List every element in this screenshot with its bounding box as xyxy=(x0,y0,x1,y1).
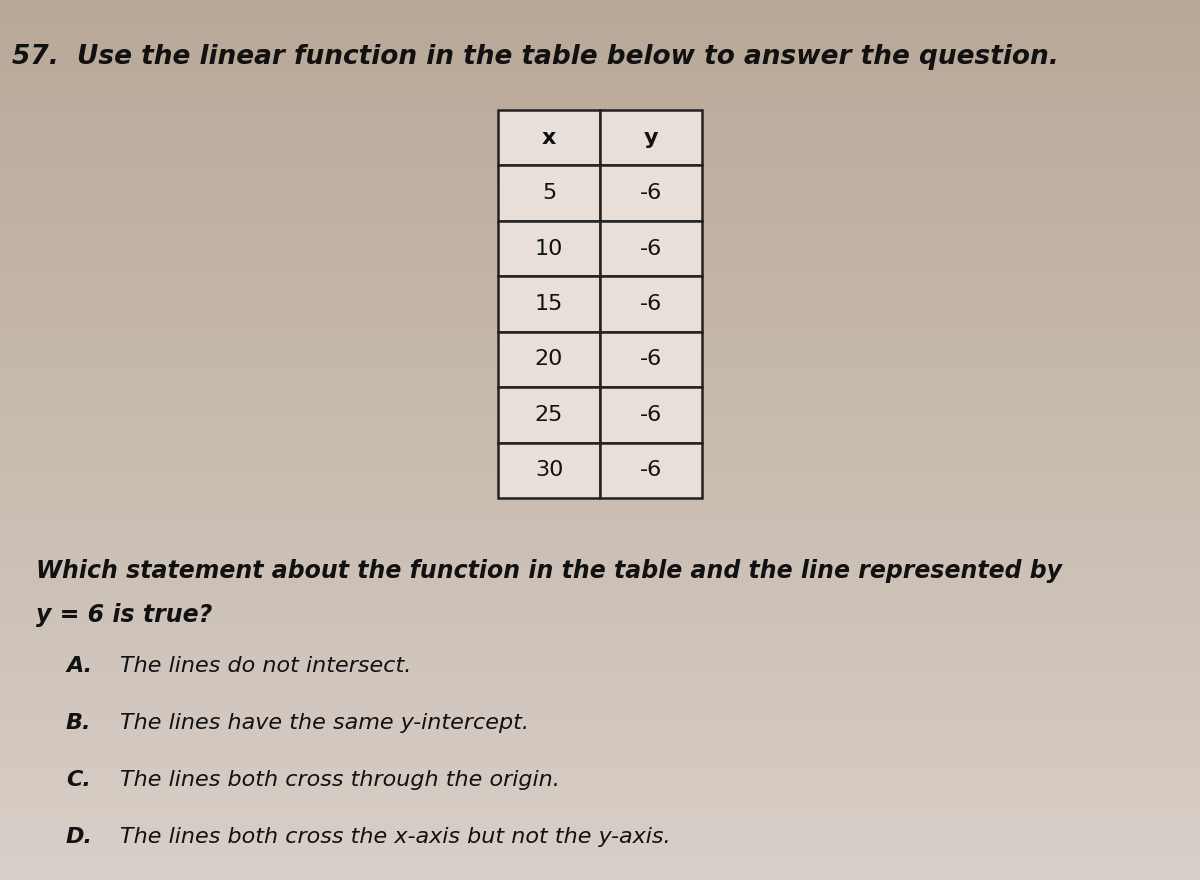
Text: The lines both cross through the origin.: The lines both cross through the origin. xyxy=(120,770,560,790)
Bar xyxy=(600,221,702,276)
Bar xyxy=(600,443,702,498)
Bar xyxy=(498,165,600,221)
Bar xyxy=(600,165,702,221)
Bar xyxy=(600,276,702,332)
Text: -6: -6 xyxy=(640,294,662,314)
Bar xyxy=(600,110,702,165)
Text: -6: -6 xyxy=(640,349,662,370)
Bar xyxy=(498,443,600,498)
Text: -6: -6 xyxy=(640,460,662,480)
Text: The lines do not intersect.: The lines do not intersect. xyxy=(120,656,412,676)
Text: 30: 30 xyxy=(535,460,563,480)
Text: The lines both cross the x-axis but not the y-axis.: The lines both cross the x-axis but not … xyxy=(120,827,671,847)
Text: 5: 5 xyxy=(542,183,556,203)
Text: -6: -6 xyxy=(640,405,662,425)
Text: 10: 10 xyxy=(535,238,563,259)
Text: 25: 25 xyxy=(535,405,563,425)
Text: A.: A. xyxy=(66,656,92,676)
Text: -6: -6 xyxy=(640,238,662,259)
Bar xyxy=(600,332,702,387)
Text: 20: 20 xyxy=(535,349,563,370)
Text: -6: -6 xyxy=(640,183,662,203)
Text: y: y xyxy=(643,128,659,148)
Bar xyxy=(498,221,600,276)
Bar xyxy=(498,276,600,332)
Text: B.: B. xyxy=(66,713,91,733)
Text: Which statement about the function in the table and the line represented by: Which statement about the function in th… xyxy=(36,559,1062,583)
Text: y = 6 is true?: y = 6 is true? xyxy=(36,603,212,627)
Text: 57.  Use the linear function in the table below to answer the question.: 57. Use the linear function in the table… xyxy=(12,44,1058,70)
Bar xyxy=(498,110,600,165)
Bar xyxy=(498,332,600,387)
Bar xyxy=(600,387,702,443)
Bar xyxy=(498,387,600,443)
Text: 15: 15 xyxy=(535,294,563,314)
Text: C.: C. xyxy=(66,770,91,790)
Text: x: x xyxy=(542,128,556,148)
Text: D.: D. xyxy=(66,827,94,847)
Text: The lines have the same y-intercept.: The lines have the same y-intercept. xyxy=(120,713,529,733)
